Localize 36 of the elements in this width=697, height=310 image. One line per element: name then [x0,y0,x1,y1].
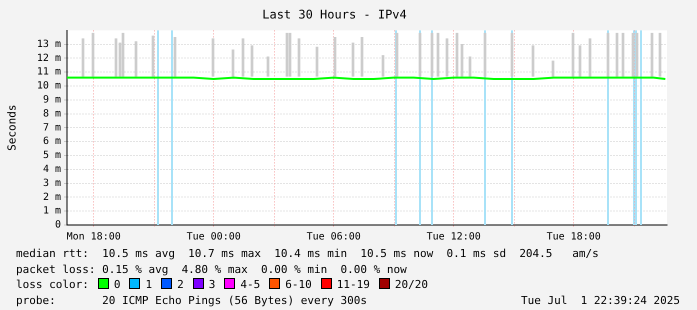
bar [636,32,638,77]
y-tick-label: 9 m [42,94,61,106]
y-tick-label: 10 m [36,80,61,92]
x-tick-label: Tue 12:00 [426,232,481,243]
legend-label: 0 [114,278,120,291]
y-axis-title: Seconds [5,104,18,151]
x-tick-label: Tue 06:00 [306,232,361,243]
y-tick-label: 6 m [42,136,61,148]
bar [632,32,634,77]
text: median rtt: 10.5 ms avg 10.7 ms max 10.4 ms min 10.5 ms now 0.1 ms sd 204.5 am/s [16,246,600,262]
x-tick-label: Mon 18:00 [66,232,121,243]
legend-label: 11-19 [336,278,370,291]
y-tick-label: 5 m [42,150,61,162]
text: probe: 20 ICMP Echo Pings (56 Bytes) every 300s [16,294,367,306]
x-tick-label: Tue 00:00 [186,232,241,243]
legend-label: 1 [145,278,152,291]
y-tick-label: 1 m [42,206,61,217]
y-tick-label: 8 m [42,108,61,120]
y-tick-label: 4 m [42,164,61,175]
legend-label: 20/20 [394,278,428,291]
legend-label: 6-10 [285,278,312,291]
text: Tue Jul 1 22:39:24 2025 [521,292,680,308]
y-tick-label: 2 m [42,192,61,203]
y-tick-label: 11 m [36,66,61,78]
y-tick-label: 3 m [42,178,61,189]
legend-label: 2 [177,278,184,291]
y-tick-label: 12 m [36,52,61,64]
text: loss color: [16,278,89,291]
y-tick-label: 13 m [36,38,61,50]
y-tick-label: 0 [54,220,61,231]
text: packet loss: 0.15 % avg 4.80 % max 0.00 % min 0.00 % now [16,262,408,277]
x-tick-label: Tue 18:00 [546,232,601,243]
legend-label: 4-5 [240,278,260,291]
legend-label: 3 [208,278,216,291]
y-tick-label: 7 m [42,122,61,134]
chart-title: Last 30 Hours - IPv4 [262,7,407,22]
